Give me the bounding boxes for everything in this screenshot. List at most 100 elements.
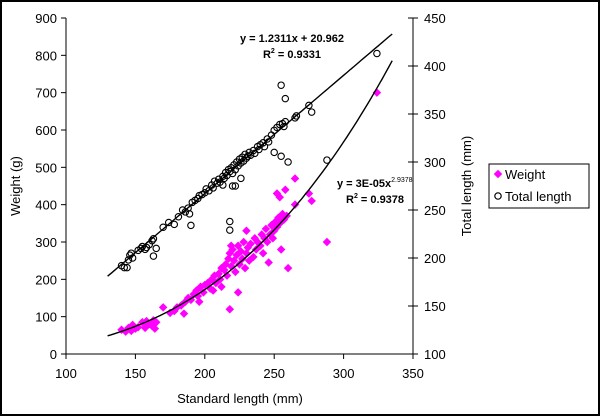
total-length-point: [259, 139, 267, 147]
weight-point: [256, 241, 265, 250]
legend-total-length-marker: [494, 192, 502, 200]
total-length-point: [187, 221, 195, 230]
y2-tick-label: 300: [424, 155, 446, 170]
weight-point: [246, 239, 255, 249]
total-length-point: [277, 152, 285, 160]
y-tick-label: 0: [50, 347, 57, 362]
weight-point: [231, 267, 240, 277]
weight-point: [225, 304, 235, 314]
total-length-point: [185, 210, 194, 218]
total-length-point: [292, 112, 301, 120]
legend: Weight Total length: [488, 163, 590, 209]
weight-point: [275, 192, 284, 202]
weight-point: [290, 174, 300, 183]
x-tick-label: 300: [333, 366, 355, 381]
total-length-point: [281, 94, 290, 103]
total-length-point: [237, 174, 245, 183]
weight-trendline: [107, 60, 393, 337]
y-tick-label: 500: [35, 160, 57, 175]
total-length-point: [305, 101, 313, 110]
total-length-point: [231, 182, 240, 190]
weight-point: [283, 263, 293, 273]
total-length-point: [373, 49, 381, 58]
y-tick-label: 100: [35, 310, 57, 325]
weight-point: [242, 226, 251, 236]
weight-point: [195, 297, 204, 306]
total-length-point: [291, 114, 299, 122]
y2-tick-label: 350: [424, 107, 446, 122]
total-length-point: [124, 256, 133, 264]
y2-tick-label: 100: [424, 347, 446, 362]
x-tick-label: 100: [55, 366, 77, 381]
weight-point: [290, 200, 300, 209]
total-length-point: [219, 181, 227, 189]
total-length-point: [228, 182, 237, 190]
total-length-point: [174, 212, 183, 221]
trendline-r2-total-length: R2 = 0.9331: [263, 48, 321, 61]
total-length-point: [277, 81, 285, 89]
y2-tick-label: 150: [424, 299, 446, 314]
y2-tick-label: 400: [424, 59, 446, 74]
total-length-point: [307, 108, 316, 116]
y2-tick-label: 200: [424, 251, 446, 266]
weight-point: [199, 288, 208, 297]
weight-point: [179, 309, 189, 318]
weight-point: [150, 324, 160, 333]
weight-point: [217, 282, 226, 292]
weight-point: [226, 241, 236, 250]
total-length-point: [280, 122, 288, 131]
total-length-point: [137, 244, 145, 253]
y2-axis-label: Total length (mm): [459, 136, 474, 236]
total-length-point: [170, 220, 179, 229]
weight-point: [258, 248, 268, 258]
legend-box: [488, 163, 590, 209]
y-tick-label: 400: [35, 198, 57, 213]
weight-point: [307, 196, 316, 206]
total-length-point: [152, 244, 160, 253]
weight-point: [240, 263, 250, 273]
y-tick-label: 200: [35, 272, 57, 287]
y-tick-label: 800: [35, 48, 57, 63]
weight-point: [264, 258, 273, 267]
x-tick-label: 250: [263, 366, 285, 381]
y-tick-label: 900: [35, 11, 57, 26]
total-length-point: [209, 184, 217, 192]
total-length-point: [141, 245, 149, 254]
total-length-point: [323, 156, 331, 164]
x-tick-label: 200: [194, 366, 216, 381]
y-tick-label: 700: [35, 86, 57, 101]
x-axis-label: Standard length (mm): [177, 391, 303, 406]
trendline-r2-weight: R2 = 0.9378: [346, 193, 404, 206]
weight-point: [268, 234, 278, 243]
total-length-point: [149, 235, 158, 243]
y2-tick-label: 450: [424, 11, 446, 26]
legend-total-length-label: Total length: [505, 189, 572, 204]
weight-point: [239, 237, 248, 247]
total-length-point: [123, 263, 131, 272]
y-axis-label: Weight (g): [8, 156, 23, 216]
total-length-point: [270, 148, 278, 157]
weight-point: [158, 303, 168, 312]
y2-tick-label: 250: [424, 203, 446, 218]
legend-weight-label: Weight: [505, 167, 546, 182]
weight-point: [208, 286, 218, 295]
total-length-point: [226, 217, 234, 226]
y-tick-label: 300: [35, 235, 57, 250]
weight-point: [322, 237, 332, 247]
y-tick-label: 600: [35, 123, 57, 138]
weight-point: [249, 252, 258, 262]
trendline-equation-weight: y = 3E-05x2.9378: [337, 177, 413, 190]
weight-point: [261, 224, 271, 234]
total-length-point: [149, 252, 158, 260]
x-tick-label: 150: [125, 366, 147, 381]
trendline-equation-total-length: y = 1.2311x + 20.962: [240, 33, 344, 45]
total-length-point: [201, 188, 209, 197]
total-length-trendline: [107, 33, 393, 277]
x-tick-label: 350: [402, 366, 424, 381]
weight-point: [233, 288, 243, 297]
weight-point: [151, 318, 161, 327]
total-length-point: [120, 263, 129, 272]
legend-weight-marker: [493, 169, 503, 179]
